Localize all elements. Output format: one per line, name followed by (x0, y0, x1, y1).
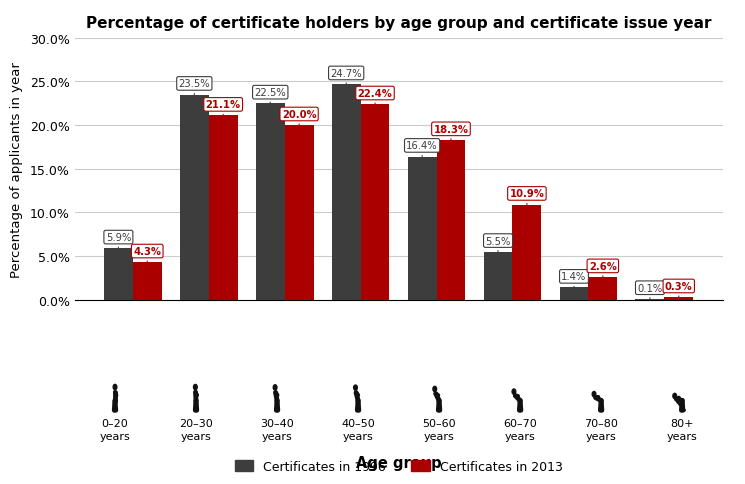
Text: 22.4%: 22.4% (358, 89, 393, 105)
Text: 24.7%: 24.7% (330, 69, 362, 85)
Text: 22.5%: 22.5% (254, 88, 286, 104)
Text: 16.4%: 16.4% (406, 141, 438, 157)
Circle shape (113, 385, 117, 390)
Bar (361, 105, 390, 300)
Bar (635, 299, 665, 300)
Circle shape (512, 389, 516, 394)
Bar (484, 252, 513, 300)
Text: 1.4%: 1.4% (561, 272, 586, 288)
Text: 23.5%: 23.5% (179, 79, 210, 95)
Text: 5.9%: 5.9% (106, 233, 131, 249)
Bar (332, 85, 361, 300)
Circle shape (433, 387, 437, 392)
Circle shape (273, 385, 277, 390)
Text: 80+
years: 80+ years (667, 419, 697, 441)
Bar (665, 298, 693, 300)
Bar (589, 277, 618, 300)
Bar (104, 249, 133, 300)
Text: 60–70
years: 60–70 years (503, 419, 537, 441)
Legend: Certificates in 1996, Certificates in 2013: Certificates in 1996, Certificates in 20… (229, 455, 568, 478)
Text: 50–60
years: 50–60 years (422, 419, 456, 441)
Text: 30–40
years: 30–40 years (260, 419, 294, 441)
Bar (256, 104, 285, 300)
Text: 20.0%: 20.0% (282, 110, 317, 126)
Text: 5.5%: 5.5% (485, 236, 511, 252)
Bar (133, 263, 162, 300)
Circle shape (592, 392, 596, 397)
Bar (180, 95, 209, 300)
Text: 0.1%: 0.1% (637, 283, 662, 299)
Text: 10.9%: 10.9% (510, 189, 545, 205)
Text: 2.6%: 2.6% (589, 261, 617, 277)
Bar (513, 205, 542, 300)
Circle shape (194, 385, 197, 390)
Text: 20–30
years: 20–30 years (179, 419, 213, 441)
Text: 0–20
years: 0–20 years (100, 419, 130, 441)
Text: 0.3%: 0.3% (665, 281, 693, 298)
Text: 18.3%: 18.3% (434, 124, 469, 141)
Title: Percentage of certificate holders by age group and certificate issue year: Percentage of certificate holders by age… (86, 15, 711, 30)
Text: 70–80
years: 70–80 years (584, 419, 618, 441)
Bar (285, 126, 314, 300)
Bar (209, 116, 238, 300)
Bar (437, 141, 466, 300)
Y-axis label: Percentage of applicants in year: Percentage of applicants in year (10, 61, 23, 277)
Bar (408, 157, 437, 300)
Bar (559, 288, 589, 300)
Circle shape (673, 393, 676, 399)
Text: 21.1%: 21.1% (206, 100, 241, 116)
Text: 4.3%: 4.3% (133, 246, 161, 263)
Text: Age group: Age group (356, 455, 441, 470)
Circle shape (354, 385, 358, 391)
Text: 40–50
years: 40–50 years (341, 419, 375, 441)
